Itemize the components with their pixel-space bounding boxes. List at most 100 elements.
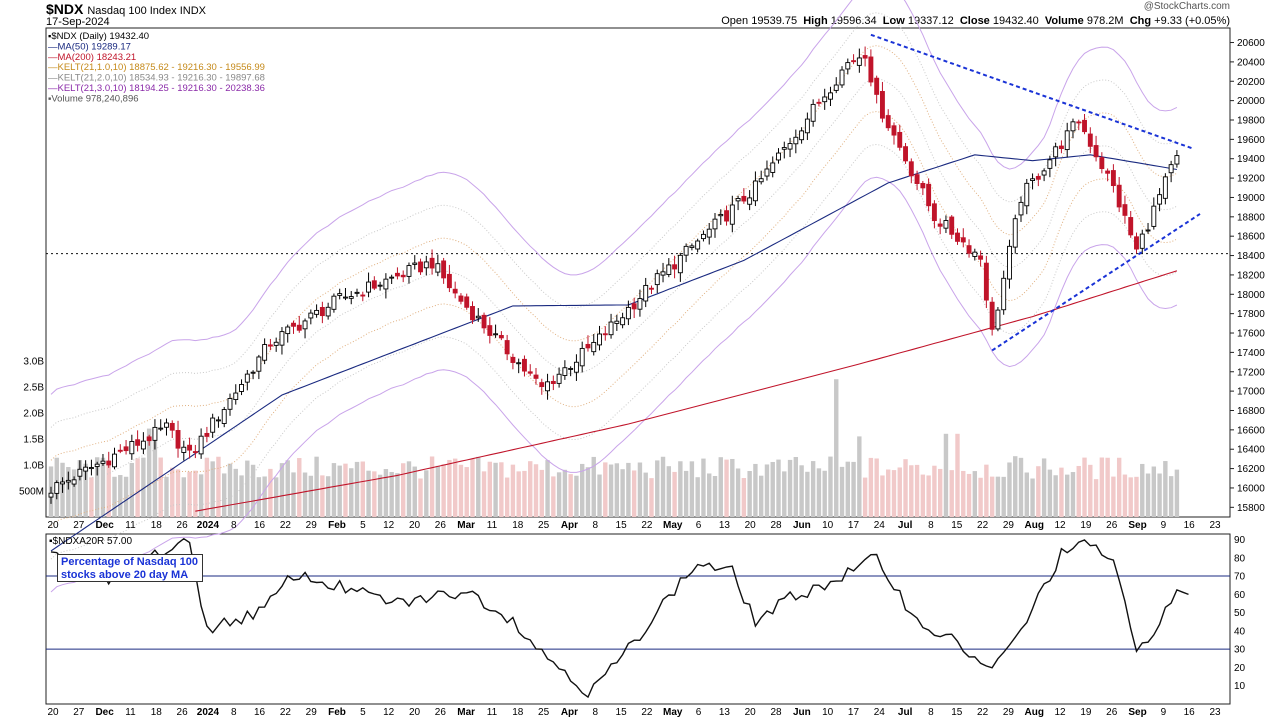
- volume-bar: [758, 475, 764, 517]
- keltner-band-3-upper: [50, 0, 1178, 395]
- price-tick-label: 19400: [1237, 154, 1265, 165]
- candle-body: [983, 262, 989, 301]
- candle-body: [140, 440, 146, 450]
- volume-bar: [447, 459, 452, 517]
- legend-entry: —KELT(21,2.0,10) 18534.93 - 19216.30 - 1…: [48, 73, 265, 84]
- date-tick-label: 19: [1080, 520, 1092, 531]
- candle-body: [608, 321, 614, 336]
- date-tick-label-lower: 22: [641, 707, 653, 718]
- date-tick-label: Dec: [95, 520, 114, 531]
- candle-body: [441, 260, 447, 279]
- candle-body: [1082, 119, 1087, 133]
- volume-bar: [1047, 469, 1053, 517]
- volume-bar: [886, 469, 891, 517]
- candle-body: [914, 174, 920, 184]
- volume-bars: [48, 379, 1180, 517]
- candle-body: [637, 298, 643, 310]
- date-tick-label: 16: [254, 520, 266, 531]
- volume-bar: [152, 428, 158, 517]
- volume-bar: [747, 471, 752, 517]
- volume-bar: [816, 468, 822, 517]
- volume-bar: [429, 456, 435, 517]
- volume-bar: [1041, 458, 1047, 517]
- volume-bar: [458, 464, 464, 517]
- volume-bar: [175, 469, 181, 517]
- volume-bar: [735, 468, 741, 517]
- volume-bar: [707, 473, 712, 517]
- date-tick-label-lower: 13: [719, 707, 731, 718]
- price-tick-label: 20200: [1237, 77, 1265, 88]
- date-tick-label-lower: 28: [770, 707, 782, 718]
- candle-body: [1053, 146, 1059, 158]
- volume-bar: [464, 467, 469, 517]
- candle-body: [498, 335, 504, 339]
- volume-bar: [787, 459, 793, 517]
- candle-body: [937, 223, 943, 227]
- candle-body: [1070, 121, 1076, 132]
- candle-body: [856, 57, 862, 66]
- trendline-upper: [870, 33, 1195, 150]
- price-tick-label: 19800: [1237, 115, 1265, 126]
- breadth-line-panel: 10 20 30 40 50 60 70 80 90 ▪$NDXA20R 57.00: [46, 535, 1246, 699]
- volume-bar: [320, 475, 325, 517]
- candle-body: [302, 320, 308, 330]
- price-tick-label: 17200: [1237, 367, 1265, 378]
- volume-bar: [614, 463, 620, 517]
- candle-body: [579, 347, 585, 367]
- candle-body: [695, 240, 701, 250]
- candle-body: [943, 220, 949, 229]
- candle-body: [475, 315, 481, 319]
- candle-body: [758, 178, 764, 183]
- candle-body: [735, 198, 741, 202]
- candle-body: [1030, 178, 1036, 182]
- volume-bar: [862, 477, 868, 517]
- volume-bar: [845, 461, 850, 517]
- candle-body: [677, 254, 683, 274]
- close-value: 19432.40: [992, 15, 1039, 27]
- volume-tick-label: 1.0B: [23, 461, 44, 472]
- candle-body: [192, 451, 198, 454]
- date-tick-label: 29: [306, 520, 318, 531]
- candle-body: [423, 261, 429, 269]
- date-tick-label: 18: [512, 520, 524, 531]
- volume-bar: [141, 457, 146, 517]
- volume-bar: [643, 472, 648, 517]
- date-tick-label: Feb: [328, 520, 346, 531]
- candle-body: [181, 446, 187, 453]
- volume-bar: [782, 471, 787, 517]
- volume-bar: [1007, 462, 1012, 517]
- trendlines: [870, 33, 1201, 352]
- candle-body: [308, 312, 314, 319]
- candle-body: [1110, 170, 1116, 187]
- volume-bar: [637, 462, 643, 517]
- breadth-tick-label: 90: [1234, 535, 1246, 546]
- volume-bar: [1059, 467, 1064, 517]
- candle-body: [752, 180, 758, 202]
- volume-bar: [94, 457, 100, 517]
- price-tick-label: 20400: [1237, 57, 1265, 68]
- volume-bar: [989, 476, 995, 517]
- candle-body: [412, 262, 418, 265]
- volume-bar: [349, 468, 354, 517]
- candle-body: [77, 468, 83, 477]
- candle-body: [48, 492, 54, 498]
- candle-body: [383, 278, 389, 290]
- candle-body: [354, 291, 360, 294]
- candle-body: [614, 320, 620, 324]
- annotation-line-2: stocks above 20 day MA: [61, 569, 189, 581]
- volume-bar: [631, 470, 637, 517]
- volume-bar: [522, 470, 527, 517]
- volume-bar: [626, 462, 631, 517]
- volume-bar: [828, 456, 833, 517]
- candle-body: [972, 251, 978, 257]
- candle-body: [989, 301, 995, 330]
- date-tick-label: 2024: [197, 520, 220, 531]
- date-tick-label: 15: [951, 520, 963, 531]
- volume-bar: [1030, 478, 1035, 517]
- candle-body: [1064, 130, 1070, 151]
- volume-bar: [932, 465, 937, 517]
- volume-bar: [452, 458, 458, 517]
- candle-body: [296, 324, 302, 331]
- volume-bar: [955, 433, 960, 517]
